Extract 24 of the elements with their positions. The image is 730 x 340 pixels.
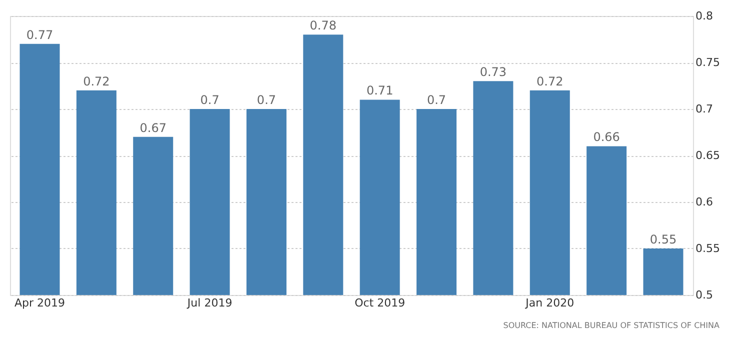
y-tick-label: 0.5 bbox=[696, 288, 713, 302]
data-label: 0.72 bbox=[83, 74, 110, 88]
data-label: 0.71 bbox=[366, 84, 394, 98]
data-label: 0.7 bbox=[256, 93, 276, 107]
x-tick-label: Jul 2019 bbox=[186, 296, 232, 310]
data-label: 0.67 bbox=[140, 120, 166, 135]
data-label: 0.55 bbox=[650, 232, 677, 246]
y-tick-label: 0.8 bbox=[696, 10, 713, 22]
data-label: 0.72 bbox=[536, 74, 564, 88]
y-tick-label: 0.65 bbox=[696, 149, 720, 162]
data-label: 0.73 bbox=[480, 65, 507, 80]
y-tick-label: 0.55 bbox=[696, 242, 720, 255]
y-tick-label: 0.6 bbox=[696, 196, 713, 208]
x-tick-label: Oct 2019 bbox=[354, 296, 406, 310]
source-note: SOURCE: NATIONAL BUREAU OF STATISTICS OF CHINA bbox=[503, 321, 720, 330]
data-label: 0.7 bbox=[200, 93, 220, 107]
y-tick-label: 0.75 bbox=[696, 56, 720, 69]
data-label: 0.77 bbox=[26, 28, 54, 42]
x-tick-label: Apr 2019 bbox=[14, 296, 66, 310]
data-label: 0.78 bbox=[310, 18, 337, 33]
data-label: 0.7 bbox=[426, 93, 446, 107]
y-tick-label: 0.7 bbox=[696, 102, 713, 116]
data-label: 0.66 bbox=[593, 130, 620, 144]
x-tick-label: Jan 2020 bbox=[524, 296, 574, 310]
